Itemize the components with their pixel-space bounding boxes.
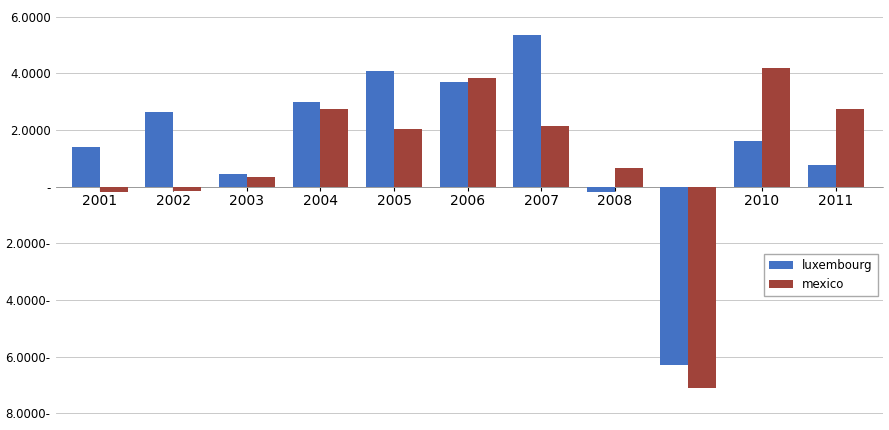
Bar xyxy=(173,187,201,191)
Bar xyxy=(468,78,496,187)
Bar xyxy=(615,168,643,187)
Bar xyxy=(587,187,615,192)
Bar xyxy=(145,112,173,187)
Bar xyxy=(292,102,320,187)
Bar xyxy=(807,166,836,187)
Bar xyxy=(688,187,717,388)
Bar xyxy=(394,129,422,187)
Bar xyxy=(734,141,762,187)
Bar xyxy=(440,82,468,187)
Bar xyxy=(320,109,348,187)
Bar xyxy=(100,187,128,192)
Bar xyxy=(541,126,569,187)
Bar xyxy=(513,35,541,187)
Bar xyxy=(836,109,863,187)
Bar xyxy=(762,68,790,187)
Bar xyxy=(366,71,394,187)
Legend: luxembourg, mexico: luxembourg, mexico xyxy=(765,255,877,296)
Bar xyxy=(219,174,247,187)
Bar xyxy=(72,147,100,187)
Bar xyxy=(247,177,275,187)
Bar xyxy=(661,187,688,365)
